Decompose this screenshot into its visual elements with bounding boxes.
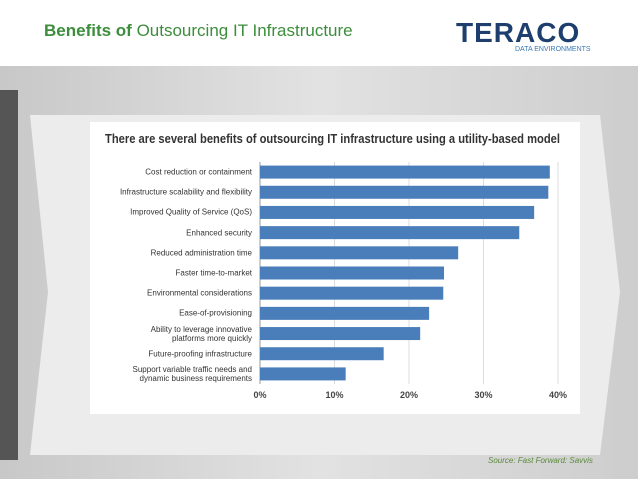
x-tick-label: 40% — [549, 390, 567, 400]
bar — [260, 347, 384, 361]
bar — [260, 185, 549, 199]
y-tick-label: Environmental considerations — [147, 288, 252, 298]
y-tick-label: Support variable traffic needs and dynam… — [132, 364, 252, 383]
bar — [260, 286, 444, 300]
y-tick-label: Infrastructure scalability and flexibili… — [119, 187, 252, 197]
x-tick-label: 20% — [400, 390, 418, 400]
bar — [260, 165, 550, 179]
y-tick-label: Ability to leverage innovative platforms… — [150, 324, 252, 343]
slide-title: Benefits of Outsourcing IT Infrastructur… — [44, 21, 353, 40]
x-tick-label: 0% — [253, 390, 266, 400]
x-tick-label: 30% — [474, 390, 492, 400]
bar — [260, 367, 346, 381]
bar — [260, 226, 520, 240]
bar — [260, 246, 459, 260]
bar — [260, 306, 430, 320]
logo: TERACO — [456, 17, 580, 48]
y-tick-label: Reduced administration time — [150, 248, 252, 258]
x-tick-label: 10% — [325, 390, 343, 400]
bar — [260, 205, 535, 219]
y-tick-label: Improved Quality of Service (QoS) — [130, 207, 252, 217]
logo-tagline: DATA ENVIRONMENTS — [515, 46, 591, 53]
title-bold: Benefits of — [44, 21, 132, 40]
chart-title: There are several benefits of outsourcin… — [105, 132, 560, 146]
y-tick-label: Ease-of-provisioning — [179, 308, 252, 318]
y-tick-label: Faster time-to-market — [175, 268, 252, 278]
side-strip — [0, 90, 18, 460]
bar — [260, 266, 445, 280]
y-tick-label: Enhanced security — [186, 228, 252, 238]
bar — [260, 327, 421, 341]
y-tick-label: Future-proofing infrastructure — [148, 349, 252, 359]
y-tick-label: Cost reduction or containment — [145, 167, 252, 177]
title-rest: Outsourcing IT Infrastructure — [137, 21, 353, 40]
source: Source: Fast Forward: Savvis — [488, 456, 593, 465]
